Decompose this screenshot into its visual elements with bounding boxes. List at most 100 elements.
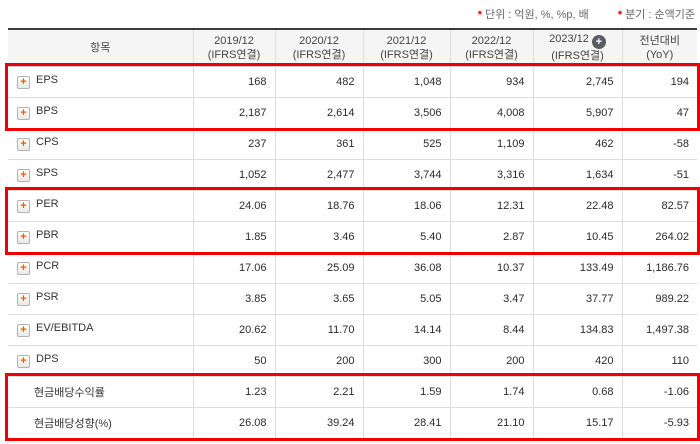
expand-row-icon[interactable]: + xyxy=(17,231,30,244)
table-body: + EPS 168 482 1,048 934 2,745 194 + BPS 2,187 2,614… xyxy=(8,66,697,439)
row-label-cell: + BPS xyxy=(8,97,193,129)
expand-row-icon[interactable]: + xyxy=(17,200,30,213)
value-cell: 20.62 xyxy=(192,314,275,346)
value-cell: 989.22 xyxy=(621,283,697,315)
row-label-cell: + DPS xyxy=(8,345,193,377)
expand-row-icon[interactable]: + xyxy=(17,138,30,151)
value-cell: 18.76 xyxy=(274,190,363,222)
value-cell: 1,109 xyxy=(449,128,533,160)
value-cell: 2.87 xyxy=(449,221,533,253)
row-label: SPS xyxy=(36,167,59,179)
value-cell: 3,744 xyxy=(362,159,450,191)
value-cell: 1.74 xyxy=(449,376,533,408)
column-period-label: 2020/12 xyxy=(299,34,339,47)
value-cell: 25.09 xyxy=(274,252,363,284)
column-basis-label: (IFRS연결) xyxy=(551,50,604,63)
value-cell: 200 xyxy=(449,345,533,377)
table-notes: * 단위 : 억원, %, %p, 배 * 분기 : 순액기준 xyxy=(452,6,695,22)
row-label-cell: 현금배당성향(%) xyxy=(8,407,193,439)
value-cell: 194 xyxy=(621,66,697,98)
value-cell: 934 xyxy=(449,66,533,98)
value-cell: 300 xyxy=(362,345,450,377)
row-label-cell: + PSR xyxy=(8,283,193,315)
value-cell: 3.47 xyxy=(449,283,533,315)
row-label: PCR xyxy=(36,260,60,272)
table-row: + DPS 50 200 300 200 420 110 xyxy=(8,345,697,377)
value-cell: 47 xyxy=(621,97,697,129)
table-row: + BPS 2,187 2,614 3,506 4,008 5,907 47 xyxy=(8,97,697,129)
value-cell: 482 xyxy=(274,66,363,98)
value-cell: 420 xyxy=(532,345,622,377)
expand-row-icon[interactable]: + xyxy=(17,355,30,368)
value-cell: 10.45 xyxy=(532,221,622,253)
value-cell: 3,316 xyxy=(449,159,533,191)
column-basis-label: (IFRS연결) xyxy=(465,48,518,61)
table-row: + PBR 1.85 3.46 5.40 2.87 10.45 264.02 xyxy=(8,221,697,253)
value-cell: 82.57 xyxy=(621,190,697,222)
row-label-cell: + EPS xyxy=(8,66,193,98)
table-row: + CPS 237 361 525 1,109 462 -58 xyxy=(8,128,697,160)
value-cell: 3,506 xyxy=(362,97,450,129)
column-basis-label: (IFRS연결) xyxy=(380,48,433,61)
row-label: CPS xyxy=(36,136,59,148)
value-cell: 2,745 xyxy=(532,66,622,98)
value-cell: 22.48 xyxy=(532,190,622,222)
value-cell: 1,186.76 xyxy=(621,252,697,284)
value-cell: 5.40 xyxy=(362,221,450,253)
row-label-cell: + EV/EBITDA xyxy=(8,314,193,346)
expand-row-icon[interactable]: + xyxy=(17,262,30,275)
unit-note-label: 단위 : 억원, %, %p, 배 xyxy=(484,9,589,21)
value-cell: 12.31 xyxy=(449,190,533,222)
row-label-cell: + PBR xyxy=(8,221,193,253)
row-label-cell: 현금배당수익률 xyxy=(8,376,193,408)
table-row: + PSR 3.85 3.65 5.05 3.47 37.77 989.22 xyxy=(8,283,697,315)
value-cell: 3.65 xyxy=(274,283,363,315)
header-row: 항목 2019/12 (IFRS연결) 2020/12 (IFRS연결) 2021/12… xyxy=(8,29,697,67)
value-cell: 50 xyxy=(192,345,275,377)
asterisk-marker: * xyxy=(477,9,482,21)
value-cell: 5,907 xyxy=(532,97,622,129)
value-cell: 11.70 xyxy=(274,314,363,346)
basis-note-label: 분기 : 순액기준 xyxy=(625,9,695,21)
table-row: + EV/EBITDA 20.62 11.70 14.14 8.44 134.83 1,497… xyxy=(8,314,697,346)
unit-note: * 단위 : 억원, %, %p, 배 xyxy=(478,9,589,21)
asterisk-marker: * xyxy=(617,9,623,21)
row-label: 현금배당수익률 xyxy=(34,386,105,399)
value-cell: 3.46 xyxy=(274,221,363,253)
value-cell: 134.83 xyxy=(532,314,622,346)
add-column-icon[interactable]: + xyxy=(591,35,606,50)
value-cell: 36.08 xyxy=(362,252,450,284)
row-label: BPS xyxy=(36,105,59,117)
value-cell: 0.68 xyxy=(532,376,622,408)
value-cell: 1,634 xyxy=(532,159,622,191)
value-cell: 39.24 xyxy=(274,407,363,439)
column-header-2021-12: 2021/12 (IFRS연결) xyxy=(362,29,450,67)
basis-note: * 분기 : 순액기준 xyxy=(618,9,695,21)
expand-row-icon[interactable]: + xyxy=(17,169,30,182)
column-header-2019-12: 2019/12 (IFRS연결) xyxy=(192,29,275,67)
row-label: DPS xyxy=(36,353,59,365)
value-cell: 264.02 xyxy=(621,221,697,253)
expand-row-icon[interactable]: + xyxy=(17,76,30,89)
value-cell: 110 xyxy=(621,345,697,377)
row-label: PBR xyxy=(36,229,59,241)
value-cell: 525 xyxy=(362,128,450,160)
value-cell: 2,477 xyxy=(274,159,363,191)
value-cell: 1,497.38 xyxy=(621,314,697,346)
expand-row-icon[interactable]: + xyxy=(17,324,30,337)
row-label: PSR xyxy=(36,291,59,303)
expand-row-icon[interactable]: + xyxy=(17,293,30,306)
table-row: 현금배당수익률 1.23 2.21 1.59 1.74 0.68 -1.06 xyxy=(8,376,697,408)
row-label: PER xyxy=(36,198,59,210)
expand-row-icon[interactable]: + xyxy=(17,107,30,120)
value-cell: 15.17 xyxy=(532,407,622,439)
value-cell: 10.37 xyxy=(449,252,533,284)
value-cell: 18.06 xyxy=(362,190,450,222)
value-cell: 1,048 xyxy=(362,66,450,98)
value-cell: -58 xyxy=(621,128,697,160)
table-row: + PCR 17.06 25.09 36.08 10.37 133.49 1,186.76 xyxy=(8,252,697,284)
row-label-cell: + SPS xyxy=(8,159,193,191)
value-cell: 2,614 xyxy=(274,97,363,129)
row-label-cell: + CPS xyxy=(8,128,193,160)
